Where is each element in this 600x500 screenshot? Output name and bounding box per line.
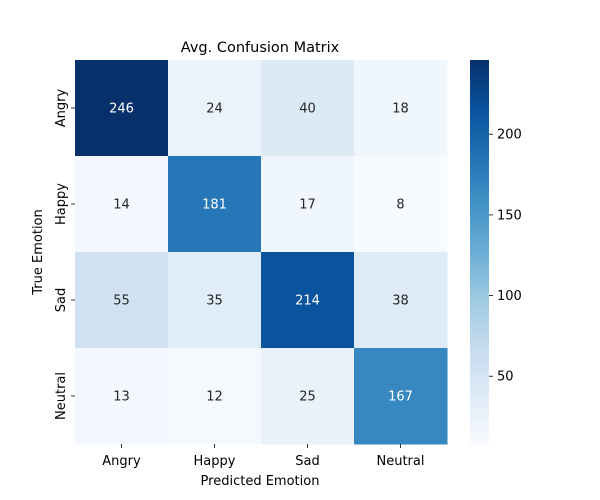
y-tick-label: Neutral	[54, 372, 69, 420]
heatmap-cell	[75, 252, 169, 349]
cell-value-label: 24	[206, 102, 223, 117]
cell-value-label: 13	[113, 390, 130, 405]
y-tick-label: Happy	[54, 183, 69, 225]
heatmap-cell	[354, 156, 448, 253]
cell-value-label: 246	[109, 102, 134, 117]
heatmap-cell	[261, 252, 355, 349]
heatmap-cell	[168, 60, 262, 157]
chart-title: Avg. Confusion Matrix	[181, 40, 340, 56]
cell-value-label: 214	[295, 294, 320, 309]
x-axis: Angry Happy Sad Neutral	[102, 444, 424, 469]
cell-value-label: 12	[206, 390, 223, 405]
y-axis-label: True Emotion	[31, 209, 46, 295]
y-tick-label: Sad	[54, 288, 69, 312]
x-tick-label: Sad	[295, 454, 319, 469]
heatmap-cells: 246 24 40 18 14 181 17 8 55 35 214 38 13 12 25 167	[75, 60, 448, 445]
y-tick-label: Angry	[54, 88, 69, 127]
heatmap-cell	[168, 156, 262, 253]
heatmap-cell	[354, 348, 448, 445]
heatmap-cell	[75, 348, 169, 445]
x-axis-label: Predicted Emotion	[201, 474, 320, 489]
cell-value-label: 25	[299, 390, 316, 405]
cell-value-label: 55	[113, 294, 130, 309]
cell-value-label: 181	[202, 198, 227, 213]
heatmap-cell	[75, 156, 169, 253]
y-axis: Angry Happy Sad Neutral	[54, 88, 75, 420]
cell-value-label: 8	[396, 198, 404, 213]
colorbar: 50 100 150 200	[470, 60, 522, 444]
heatmap-cell	[168, 348, 262, 445]
heatmap-cell	[168, 252, 262, 349]
heatmap-cell	[354, 60, 448, 157]
cell-value-label: 167	[388, 390, 413, 405]
cell-value-label: 38	[392, 294, 409, 309]
x-tick-label: Happy	[194, 454, 236, 469]
heatmap-cell	[354, 252, 448, 349]
heatmap-cell	[261, 156, 355, 253]
heatmap-cell	[261, 348, 355, 445]
heatmap-cell	[261, 60, 355, 157]
colorbar-tick-label: 50	[497, 370, 514, 385]
cell-value-label: 35	[206, 294, 223, 309]
colorbar-gradient	[470, 60, 489, 444]
cell-value-label: 14	[113, 198, 130, 213]
x-tick-label: Angry	[102, 454, 141, 469]
colorbar-tick-label: 150	[497, 208, 522, 223]
colorbar-tick-label: 100	[497, 289, 522, 304]
heatmap-cell	[75, 60, 169, 157]
colorbar-tick-label: 200	[497, 128, 522, 143]
cell-value-label: 17	[299, 198, 316, 213]
x-tick-label: Neutral	[377, 454, 425, 469]
cell-value-label: 40	[299, 102, 316, 117]
cell-value-label: 18	[392, 102, 409, 117]
